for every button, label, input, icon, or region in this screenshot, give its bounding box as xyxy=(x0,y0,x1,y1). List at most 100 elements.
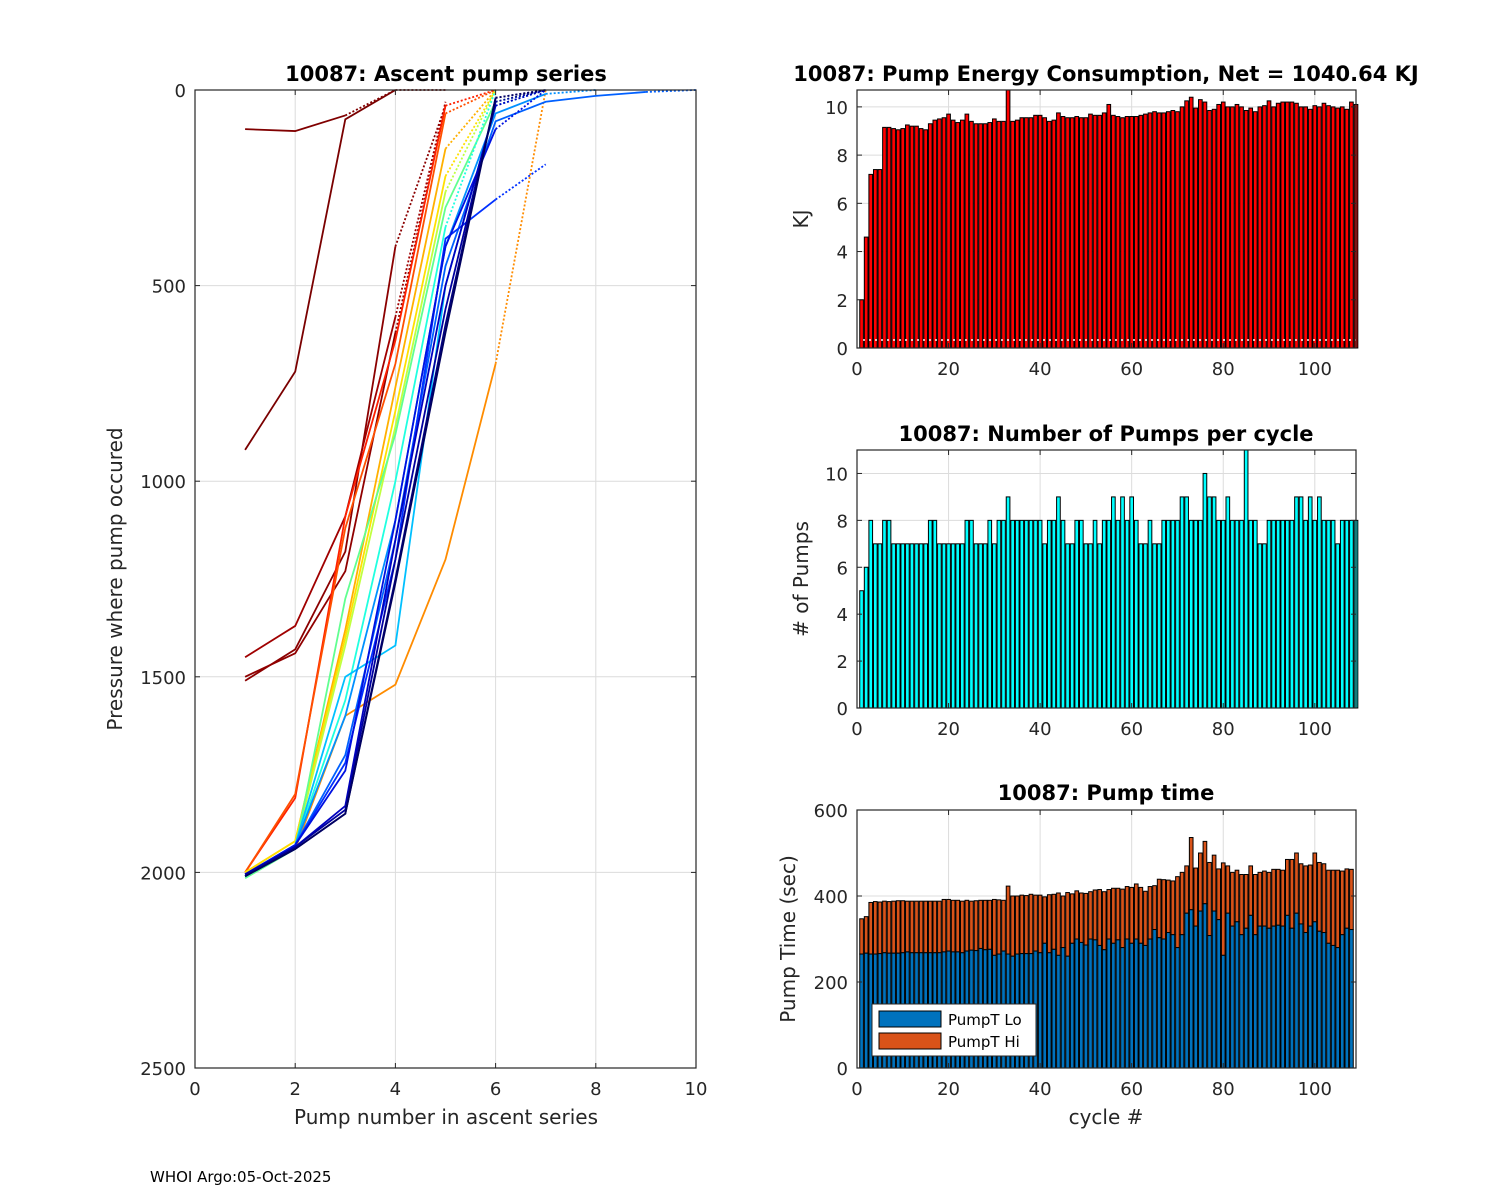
y-tick-label: 6 xyxy=(837,194,848,215)
pumptime-axes-box xyxy=(856,809,1357,1069)
pumps-bar xyxy=(1111,496,1116,709)
pumps-bar xyxy=(872,543,878,709)
pumpt-hi-bar xyxy=(964,899,970,952)
pumpt-lo-bar xyxy=(1124,938,1130,1069)
pumpt-lo-bar xyxy=(1088,938,1093,1069)
ascent-series-line xyxy=(244,113,447,873)
pumps-bar xyxy=(1120,496,1125,709)
energy-bar xyxy=(1001,120,1006,349)
y-tick-label: 8 xyxy=(837,511,848,532)
pumpt-lo-bar xyxy=(1138,942,1144,1069)
pumps-bar xyxy=(882,519,887,709)
pumpt-lo-bar xyxy=(1129,942,1135,1069)
energy-bar xyxy=(1284,101,1290,349)
ascent-series-line xyxy=(244,175,447,874)
pumps-ylabel: # of Pumps xyxy=(789,521,813,637)
energy-bar xyxy=(923,129,929,349)
pumpt-hi-bar xyxy=(868,901,874,955)
energy-bar xyxy=(1317,106,1322,349)
pumpt-lo-bar xyxy=(1339,934,1345,1069)
pumps-bar xyxy=(1225,496,1231,709)
pumpt-lo-bar xyxy=(1184,912,1189,1069)
y-tick-label: 0 xyxy=(837,699,848,720)
energy-bar xyxy=(996,120,1002,349)
pumpt-hi-bar xyxy=(1152,885,1157,931)
energy-bar xyxy=(969,120,974,349)
pumps-bar xyxy=(886,519,892,709)
pumpt-hi-bar xyxy=(996,899,1002,955)
pumpt-hi-bar xyxy=(1271,868,1276,927)
pumps-bar xyxy=(1019,519,1025,709)
pumpt-lo-bar xyxy=(1056,954,1061,1069)
pumpt-hi-bar xyxy=(1143,890,1148,946)
energy-title: 10087: Pump Energy Consumption, Net = 10… xyxy=(793,62,1418,86)
pumpt-lo-bar xyxy=(1294,912,1299,1069)
pumpt-lo-bar xyxy=(1106,938,1112,1069)
energy-bar xyxy=(1028,117,1034,349)
x-tick-label: 0 xyxy=(189,1079,200,1100)
y-tick-label: 2500 xyxy=(140,1059,186,1080)
pumpt-hi-bar xyxy=(1156,878,1162,939)
pumpt-hi-bar xyxy=(1165,879,1171,934)
ascent-series-surface-segment xyxy=(444,89,497,228)
y-tick-label: 10 xyxy=(825,464,848,485)
ascent-axes-box xyxy=(194,89,697,1069)
pumpt-hi-bar xyxy=(1106,889,1112,940)
pumpt-lo-bar xyxy=(1193,925,1199,1069)
x-tick-label: 20 xyxy=(937,1079,960,1100)
pumpt-hi-bar xyxy=(1303,865,1308,934)
energy-bar xyxy=(1037,114,1043,349)
pumptime-xlabel: cycle # xyxy=(1069,1105,1144,1129)
pumpt-hi-bar xyxy=(859,918,864,955)
pumpt-lo-bar xyxy=(1179,934,1185,1069)
y-tick-label: 0 xyxy=(837,339,848,360)
energy-bar xyxy=(1275,102,1281,349)
pumpt-hi-bar xyxy=(923,900,929,954)
pumps-title: 10087: Number of Pumps per cycle xyxy=(898,422,1313,446)
energy-bars xyxy=(859,89,1359,349)
pumpt-hi-bar xyxy=(1289,858,1295,929)
x-tick-label: 40 xyxy=(1029,719,1052,740)
ascent-ylabel: Pressure where pump occured xyxy=(103,427,127,730)
pumpt-lo-bar xyxy=(1069,942,1075,1069)
pumpt-lo-bar xyxy=(1216,919,1221,1069)
energy-bar xyxy=(978,123,983,349)
pumps-bar xyxy=(1298,496,1304,709)
pumpt-hi-bar xyxy=(1184,865,1189,914)
pumpt-lo-bar xyxy=(1120,947,1125,1069)
x-tick-label: 80 xyxy=(1212,719,1235,740)
energy-bar xyxy=(1129,116,1135,349)
pumps-bar xyxy=(1220,519,1226,709)
x-tick-label: 100 xyxy=(1298,1079,1332,1100)
energy-bar xyxy=(937,118,942,349)
energy-bar xyxy=(1207,109,1212,349)
x-tick-label: 100 xyxy=(1298,359,1332,380)
pumpt-hi-bar xyxy=(1014,895,1020,955)
footer-text: WHOI Argo:05-Oct-2025 xyxy=(150,1168,331,1186)
pumpt-lo-bar xyxy=(1170,934,1176,1069)
ascent-plot-area xyxy=(195,90,696,1068)
energy-bar xyxy=(872,169,878,349)
energy-bar xyxy=(1170,109,1176,349)
pumps-chart: 0 20 40 60 80 100 0 2 4 6 8 10 10087: Number of Pum… xyxy=(789,422,1359,740)
pumpt-hi-bar xyxy=(1028,893,1034,955)
energy-bar xyxy=(982,123,988,349)
pumps-bar xyxy=(1046,519,1052,709)
x-tick-label: 0 xyxy=(851,719,862,740)
pumpt-hi-bar xyxy=(1037,894,1043,954)
pumpt-lo-bar xyxy=(1065,955,1070,1069)
pumps-bar xyxy=(937,543,942,709)
ascent-series-surface-segment xyxy=(445,89,496,107)
legend-swatch-hi xyxy=(878,1032,942,1050)
pumps-bar xyxy=(1014,519,1020,709)
pumps-bar xyxy=(1024,519,1029,709)
pumps-bar xyxy=(1124,519,1130,709)
ascent-series-line xyxy=(244,89,396,451)
pumps-bar xyxy=(1211,496,1217,709)
energy-bar xyxy=(1184,100,1189,349)
pumpt-lo-bar xyxy=(1230,925,1235,1069)
pumpt-hi-bar xyxy=(1065,892,1070,957)
pumps-bar xyxy=(868,519,874,709)
pumps-bar xyxy=(1133,519,1139,709)
x-tick-label: 80 xyxy=(1212,1079,1235,1100)
